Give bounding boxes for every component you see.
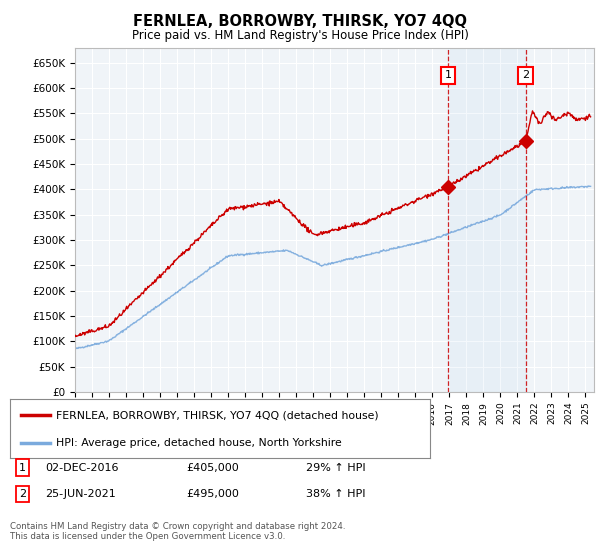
Text: FERNLEA, BORROWBY, THIRSK, YO7 4QQ: FERNLEA, BORROWBY, THIRSK, YO7 4QQ — [133, 14, 467, 29]
Text: 02-DEC-2016: 02-DEC-2016 — [45, 463, 119, 473]
Text: £495,000: £495,000 — [186, 489, 239, 499]
Text: 1: 1 — [445, 71, 451, 81]
Text: 2: 2 — [19, 489, 26, 499]
Bar — [448, 48, 526, 392]
Text: 25-JUN-2021: 25-JUN-2021 — [45, 489, 116, 499]
Text: 29% ↑ HPI: 29% ↑ HPI — [306, 463, 365, 473]
Text: HPI: Average price, detached house, North Yorkshire: HPI: Average price, detached house, Nort… — [56, 438, 342, 448]
Text: FERNLEA, BORROWBY, THIRSK, YO7 4QQ (detached house): FERNLEA, BORROWBY, THIRSK, YO7 4QQ (deta… — [56, 410, 379, 420]
Text: Contains HM Land Registry data © Crown copyright and database right 2024.
This d: Contains HM Land Registry data © Crown c… — [10, 522, 346, 542]
Text: Price paid vs. HM Land Registry's House Price Index (HPI): Price paid vs. HM Land Registry's House … — [131, 29, 469, 42]
Text: 1: 1 — [19, 463, 26, 473]
Text: £405,000: £405,000 — [186, 463, 239, 473]
Text: 38% ↑ HPI: 38% ↑ HPI — [306, 489, 365, 499]
Text: 2: 2 — [522, 71, 529, 81]
